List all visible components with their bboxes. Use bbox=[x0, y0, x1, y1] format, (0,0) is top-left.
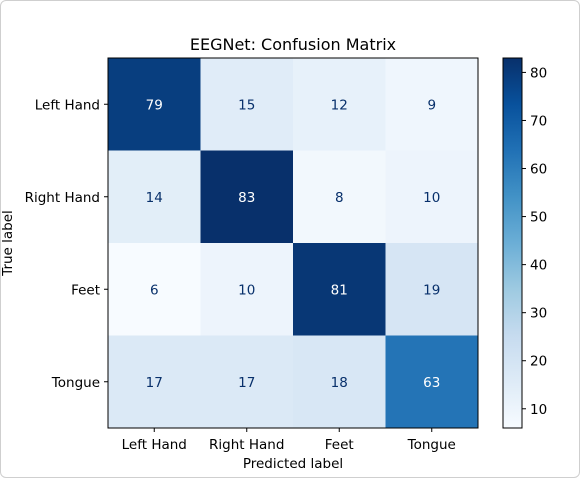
cell-value-label: 19 bbox=[423, 282, 440, 298]
colorbar bbox=[502, 57, 523, 429]
colorbar-axis: 10 20 30 40 50 60 70 80 bbox=[522, 65, 547, 418]
colorbar-tick-label: 70 bbox=[530, 113, 547, 129]
matrix-cell bbox=[108, 243, 201, 336]
y-tick-label: Left Hand bbox=[35, 97, 100, 113]
x-tick-label: Right Hand bbox=[209, 437, 284, 453]
y-axis-label: True label bbox=[0, 210, 16, 277]
cell-value-label: 14 bbox=[146, 190, 163, 206]
cell-value-label: 12 bbox=[331, 97, 348, 113]
matrix-cell bbox=[385, 243, 479, 336]
chart-title: EEGNet: Confusion Matrix bbox=[190, 35, 396, 54]
matrix-cell bbox=[293, 58, 386, 151]
cell-value-label: 83 bbox=[238, 190, 255, 206]
matrix-cell bbox=[108, 58, 201, 151]
cell-value-label: 10 bbox=[423, 190, 440, 206]
y-axis: Left Hand Right Hand Feet Tongue bbox=[25, 97, 108, 391]
matrix-cell bbox=[385, 150, 479, 244]
colorbar-tick-label: 40 bbox=[530, 258, 547, 274]
x-axis-label: Predicted label bbox=[243, 456, 343, 472]
matrix-cell bbox=[200, 335, 294, 429]
cell-value-label: 18 bbox=[331, 375, 348, 391]
matrix-cell bbox=[200, 150, 294, 244]
y-tick-label: Tongue bbox=[51, 375, 100, 391]
x-tick-label: Left Hand bbox=[122, 437, 187, 453]
matrix-cell bbox=[385, 58, 479, 151]
plot-frame bbox=[107, 57, 479, 429]
y-tick-label: Feet bbox=[71, 282, 100, 298]
colorbar-tick-label: 50 bbox=[530, 210, 547, 226]
y-tick-label: Right Hand bbox=[25, 190, 100, 206]
cell-value-label: 15 bbox=[238, 97, 255, 113]
colorbar-tick-label: 60 bbox=[530, 162, 547, 178]
cell-value-label: 6 bbox=[150, 282, 159, 298]
colorbar-tick-label: 80 bbox=[530, 65, 547, 81]
matrix-cell bbox=[200, 243, 294, 336]
cell-value-label: 9 bbox=[427, 97, 436, 113]
x-tick-label: Tongue bbox=[407, 437, 456, 453]
colorbar-tick-label: 30 bbox=[530, 306, 547, 322]
matrix-cells: 79 15 12 9 14 83 8 10 6 10 81 19 17 17 18 63 bbox=[108, 58, 479, 429]
cell-value-label: 17 bbox=[146, 375, 163, 391]
matrix-cell bbox=[293, 335, 386, 429]
matrix-cell bbox=[108, 335, 201, 429]
matrix-cell bbox=[293, 150, 386, 244]
matrix-cell bbox=[385, 335, 479, 429]
cell-value-label: 10 bbox=[238, 282, 255, 298]
matrix-cell bbox=[200, 58, 294, 151]
colorbar-tick-label: 20 bbox=[530, 354, 547, 370]
cell-value-label: 63 bbox=[423, 375, 440, 391]
cell-value-label: 17 bbox=[238, 375, 255, 391]
colorbar-tick-label: 10 bbox=[530, 402, 547, 418]
cell-value-label: 79 bbox=[146, 97, 163, 113]
cell-value-label: 81 bbox=[331, 282, 348, 298]
cell-value-label: 8 bbox=[335, 190, 344, 206]
x-axis: Left Hand Right Hand Feet Tongue bbox=[122, 428, 456, 453]
matrix-cell bbox=[293, 243, 386, 336]
x-tick-label: Feet bbox=[325, 437, 354, 453]
matrix-cell bbox=[108, 150, 201, 244]
